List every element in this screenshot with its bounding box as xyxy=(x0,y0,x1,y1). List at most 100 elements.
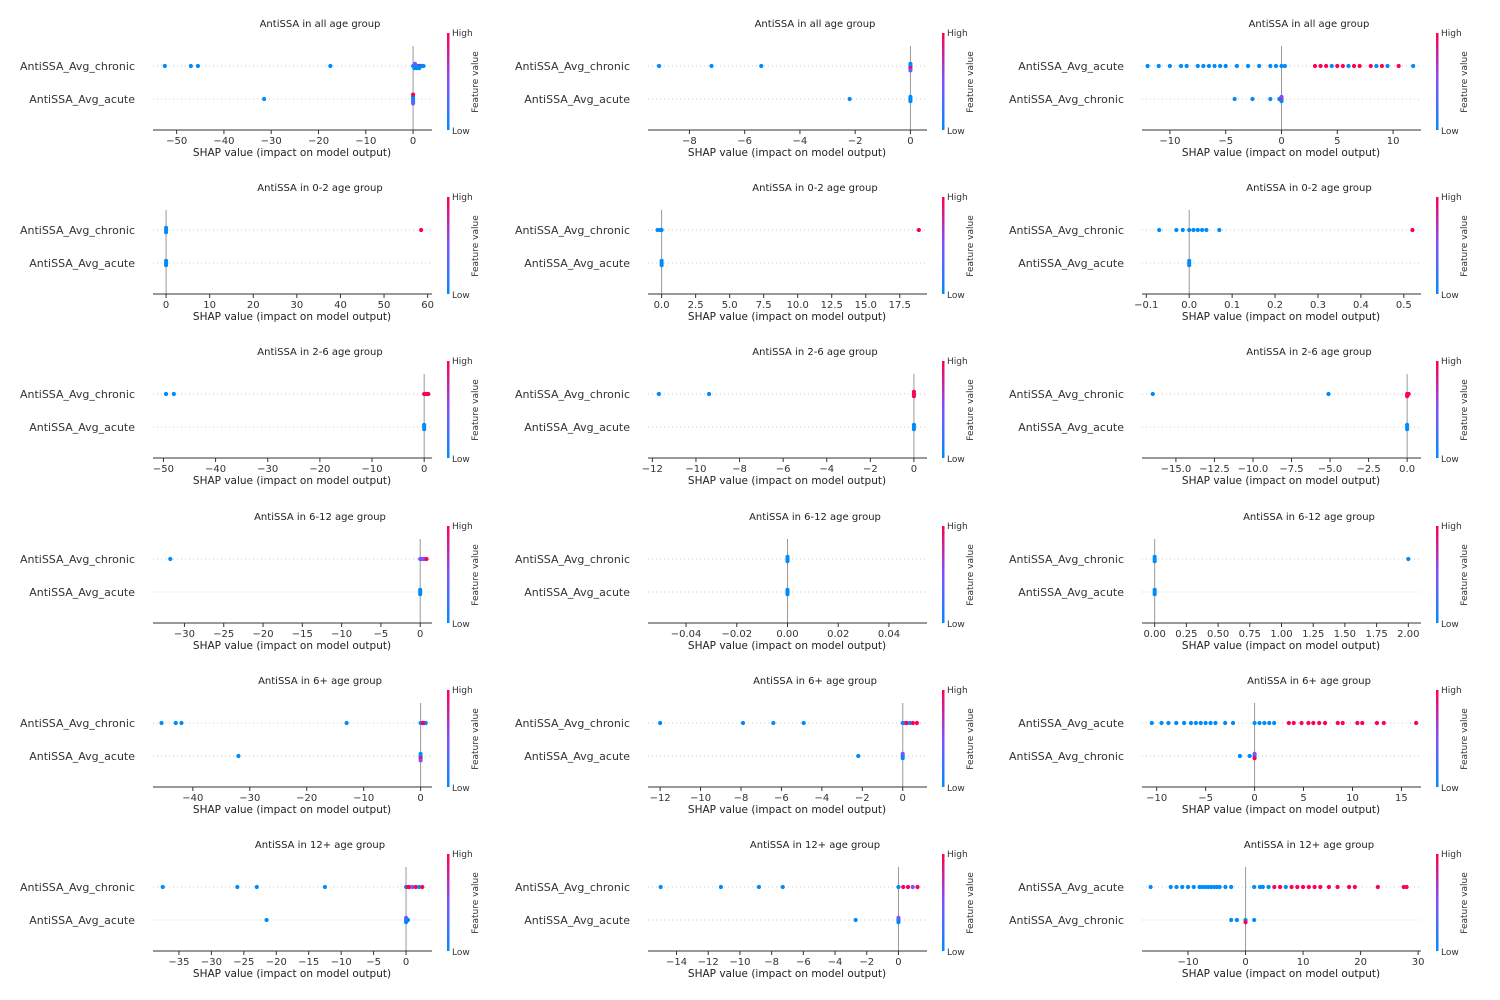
shap-point xyxy=(173,720,178,726)
x-tick-label: −2 xyxy=(863,464,878,475)
x-axis-label: SHAP value (impact on model output) xyxy=(688,968,886,980)
shap-point xyxy=(1352,884,1357,890)
shap-point xyxy=(1410,227,1415,233)
shap-point xyxy=(1234,63,1239,69)
x-tick-label: 0 xyxy=(1251,793,1257,804)
shap-point xyxy=(171,391,176,397)
x-axis-label: SHAP value (impact on model output) xyxy=(1182,147,1380,159)
shap-point xyxy=(1414,720,1419,726)
shap-point xyxy=(1204,227,1209,233)
shap-point xyxy=(1195,227,1200,233)
colorbar-low-label: Low xyxy=(1441,784,1459,794)
shap-panel-17: AntiSSA in 12+ age group AntiSSA_Avg_chro… xyxy=(515,840,976,980)
x-tick-label: −15.0 xyxy=(1161,464,1192,475)
feature-label: AntiSSA_Avg_chronic xyxy=(20,717,135,730)
x-tick-label: 5 xyxy=(1334,136,1340,147)
shap-point xyxy=(416,884,422,890)
shap-point xyxy=(1262,720,1267,726)
shap-panel-11: AntiSSA in 6-12 age group AntiSSA_Avg_chr… xyxy=(515,512,976,652)
shap-point xyxy=(1191,884,1196,890)
shap-point xyxy=(1229,884,1234,890)
x-axis-label: SHAP value (impact on model output) xyxy=(1182,804,1380,816)
shap-point xyxy=(1206,884,1211,890)
shap-point xyxy=(1379,63,1385,69)
shap-point xyxy=(236,753,241,759)
shap-point xyxy=(1295,884,1300,890)
x-tick-label: −35 xyxy=(168,957,189,968)
x-axis-label: SHAP value (impact on model output) xyxy=(1182,475,1380,487)
colorbar-high-label: High xyxy=(1441,522,1462,532)
shap-point xyxy=(1174,227,1179,233)
x-tick-label: −6 xyxy=(737,136,752,147)
shap-point xyxy=(1317,720,1322,726)
colorbar-title: Feature value xyxy=(1460,708,1470,770)
colorbar xyxy=(447,526,450,623)
x-tick-label: 0.4 xyxy=(1353,300,1369,311)
shap-point xyxy=(417,66,422,71)
shap-point xyxy=(1232,96,1237,102)
feature-label: AntiSSA_Avg_chronic xyxy=(515,881,630,894)
shap-point xyxy=(915,884,920,890)
shap-panel-13: AntiSSA in 6+ age group AntiSSA_Avg_chron… xyxy=(20,676,481,816)
colorbar xyxy=(942,197,945,294)
x-tick-label: −14 xyxy=(666,957,687,968)
x-tick-label: −8 xyxy=(682,136,697,147)
shap-point xyxy=(1252,751,1257,756)
shap-point xyxy=(1411,63,1416,69)
shap-point xyxy=(424,556,429,562)
x-tick-label: 0 xyxy=(417,793,423,804)
shap-point xyxy=(1152,554,1157,559)
x-tick-label: 2.00 xyxy=(1397,629,1419,640)
x-tick-label: −10 xyxy=(353,793,374,804)
shap-point xyxy=(1218,63,1223,69)
x-tick-label: 0.0 xyxy=(1399,464,1415,475)
panel-title: AntiSSA in 0-2 age group xyxy=(257,183,382,194)
x-tick-label: 5 xyxy=(1300,793,1306,804)
shap-point xyxy=(410,884,415,890)
shap-point xyxy=(410,92,416,97)
shap-point xyxy=(1252,917,1257,923)
shap-point xyxy=(163,230,169,235)
x-axis-label: SHAP value (impact on model output) xyxy=(688,640,886,652)
shap-point xyxy=(1346,63,1351,69)
shap-point xyxy=(1300,884,1306,890)
shap-point xyxy=(1312,884,1317,890)
colorbar xyxy=(942,690,945,787)
shap-point xyxy=(328,63,333,69)
shap-point xyxy=(914,720,919,726)
feature-label: AntiSSA_Avg_chronic xyxy=(20,553,135,566)
x-tick-label: −8 xyxy=(764,957,779,968)
shap-point xyxy=(163,391,169,397)
feature-label: AntiSSA_Avg_chronic xyxy=(20,224,135,237)
shap-point xyxy=(1195,63,1200,69)
x-tick-label: −40 xyxy=(182,793,203,804)
shap-point xyxy=(1385,63,1390,69)
shap-point xyxy=(1213,720,1218,726)
x-tick-label: 7.5 xyxy=(756,300,772,311)
x-tick-label: −2 xyxy=(855,793,870,804)
shap-point xyxy=(801,720,806,726)
x-axis-label: SHAP value (impact on model output) xyxy=(193,475,391,487)
feature-label: AntiSSA_Avg_chronic xyxy=(515,717,630,730)
feature-label: AntiSSA_Avg_acute xyxy=(29,257,135,270)
colorbar-high-label: High xyxy=(1441,850,1462,860)
feature-label: AntiSSA_Avg_acute xyxy=(1018,60,1124,73)
colorbar-title: Feature value xyxy=(471,544,481,606)
shap-point xyxy=(1152,587,1157,592)
shap-point xyxy=(322,884,328,890)
shap-point xyxy=(1157,227,1162,233)
shap-point xyxy=(1201,63,1206,69)
colorbar-low-label: Low xyxy=(452,784,470,794)
colorbar-title: Feature value xyxy=(471,872,481,934)
shap-point xyxy=(1324,63,1329,69)
shap-point xyxy=(785,559,790,564)
shap-point xyxy=(1257,720,1262,726)
feature-label: AntiSSA_Avg_chronic xyxy=(515,224,630,237)
shap-point xyxy=(422,427,427,432)
panel-title: AntiSSA in 12+ age group xyxy=(1244,840,1374,851)
shap-point xyxy=(1273,63,1279,69)
shap-point xyxy=(1208,884,1214,890)
feature-label: AntiSSA_Avg_chronic xyxy=(20,60,135,73)
shap-point xyxy=(1187,258,1192,263)
x-tick-label: −50 xyxy=(166,136,187,147)
